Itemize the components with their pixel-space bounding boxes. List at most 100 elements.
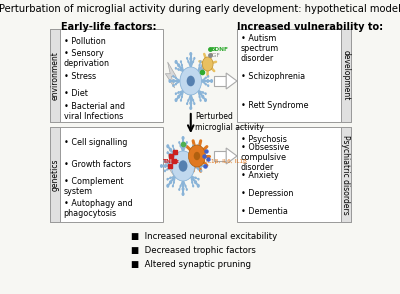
Circle shape xyxy=(178,68,180,71)
Circle shape xyxy=(164,169,166,172)
Polygon shape xyxy=(165,62,176,88)
FancyBboxPatch shape xyxy=(341,127,351,222)
Circle shape xyxy=(189,61,192,66)
Circle shape xyxy=(177,95,180,99)
Circle shape xyxy=(192,151,194,155)
Circle shape xyxy=(172,177,175,181)
Circle shape xyxy=(210,79,213,83)
Circle shape xyxy=(200,169,202,172)
Circle shape xyxy=(204,67,207,70)
Circle shape xyxy=(172,151,195,181)
Circle shape xyxy=(184,145,186,147)
Circle shape xyxy=(172,185,174,188)
Circle shape xyxy=(186,188,188,191)
Circle shape xyxy=(198,178,200,181)
Circle shape xyxy=(204,98,207,102)
Circle shape xyxy=(166,151,169,154)
Circle shape xyxy=(172,151,175,155)
Circle shape xyxy=(202,91,204,94)
FancyBboxPatch shape xyxy=(214,151,226,161)
Text: • Schizophrenia: • Schizophrenia xyxy=(241,72,305,81)
Circle shape xyxy=(169,180,172,184)
Circle shape xyxy=(199,91,202,96)
Circle shape xyxy=(178,91,180,94)
Circle shape xyxy=(184,185,186,187)
Circle shape xyxy=(176,79,179,83)
FancyBboxPatch shape xyxy=(341,29,351,122)
Circle shape xyxy=(175,92,177,95)
FancyBboxPatch shape xyxy=(237,29,351,122)
Text: ■  Decreased trophic factors: ■ Decreased trophic factors xyxy=(131,246,256,255)
Circle shape xyxy=(203,164,206,168)
Polygon shape xyxy=(226,148,237,164)
Text: • Sensory
deprivation: • Sensory deprivation xyxy=(64,49,110,69)
Text: • Autism
spectrum
disorder: • Autism spectrum disorder xyxy=(241,34,279,63)
Circle shape xyxy=(175,67,177,70)
Polygon shape xyxy=(165,151,176,177)
Circle shape xyxy=(166,168,169,171)
Circle shape xyxy=(179,160,188,172)
Circle shape xyxy=(181,64,183,67)
Circle shape xyxy=(198,64,201,67)
Text: environment: environment xyxy=(50,51,59,100)
Circle shape xyxy=(191,181,193,184)
Circle shape xyxy=(180,60,182,63)
Circle shape xyxy=(192,185,194,188)
Circle shape xyxy=(175,83,177,86)
Text: ■  Increased neuronal excitability: ■ Increased neuronal excitability xyxy=(131,232,277,241)
Text: • Bacterial and
viral Infections: • Bacterial and viral Infections xyxy=(64,102,125,121)
Circle shape xyxy=(200,99,202,102)
Circle shape xyxy=(182,187,184,191)
Circle shape xyxy=(166,178,169,181)
Polygon shape xyxy=(226,73,237,89)
Circle shape xyxy=(181,95,183,98)
Circle shape xyxy=(169,176,172,179)
Circle shape xyxy=(172,79,175,83)
FancyBboxPatch shape xyxy=(237,127,351,222)
Circle shape xyxy=(189,96,192,101)
Circle shape xyxy=(172,75,174,78)
Circle shape xyxy=(197,168,200,171)
Circle shape xyxy=(199,164,202,168)
Circle shape xyxy=(196,164,199,168)
Text: Psychiatric disorders: Psychiatric disorders xyxy=(342,135,350,214)
Circle shape xyxy=(200,160,202,163)
Circle shape xyxy=(198,95,201,98)
Text: • Dementia: • Dementia xyxy=(241,207,288,216)
Circle shape xyxy=(202,57,213,71)
Text: Perturbation of microglial activity during early development: hypothetical model: Perturbation of microglial activity duri… xyxy=(0,4,400,14)
Circle shape xyxy=(198,151,200,154)
Circle shape xyxy=(172,145,174,147)
Circle shape xyxy=(173,148,175,151)
Circle shape xyxy=(192,99,194,102)
Circle shape xyxy=(172,84,174,87)
Circle shape xyxy=(182,141,184,145)
Circle shape xyxy=(204,92,207,95)
Text: • Complement
system: • Complement system xyxy=(64,177,123,196)
Text: IGF: IGF xyxy=(211,53,220,58)
Circle shape xyxy=(193,102,196,105)
Circle shape xyxy=(160,164,163,168)
Circle shape xyxy=(177,63,180,67)
Circle shape xyxy=(180,185,182,187)
Circle shape xyxy=(189,57,192,61)
Circle shape xyxy=(182,136,184,140)
Circle shape xyxy=(180,145,182,147)
Circle shape xyxy=(186,57,188,60)
Text: • Growth factors: • Growth factors xyxy=(64,160,131,169)
Text: • Cell signalling: • Cell signalling xyxy=(64,138,127,147)
Circle shape xyxy=(175,76,177,79)
Circle shape xyxy=(194,153,197,156)
Circle shape xyxy=(203,79,206,83)
Circle shape xyxy=(202,68,204,71)
Text: • Depression: • Depression xyxy=(241,189,293,198)
FancyBboxPatch shape xyxy=(50,127,163,222)
FancyBboxPatch shape xyxy=(50,29,163,122)
Circle shape xyxy=(204,60,207,64)
Text: • Anxiety: • Anxiety xyxy=(241,171,278,180)
Circle shape xyxy=(189,101,192,105)
Text: • Obsessive
compulsive
disorder: • Obsessive compulsive disorder xyxy=(241,143,289,172)
Circle shape xyxy=(204,76,207,79)
Text: Perturbed
microglial activity: Perturbed microglial activity xyxy=(195,112,264,132)
Circle shape xyxy=(206,79,209,83)
